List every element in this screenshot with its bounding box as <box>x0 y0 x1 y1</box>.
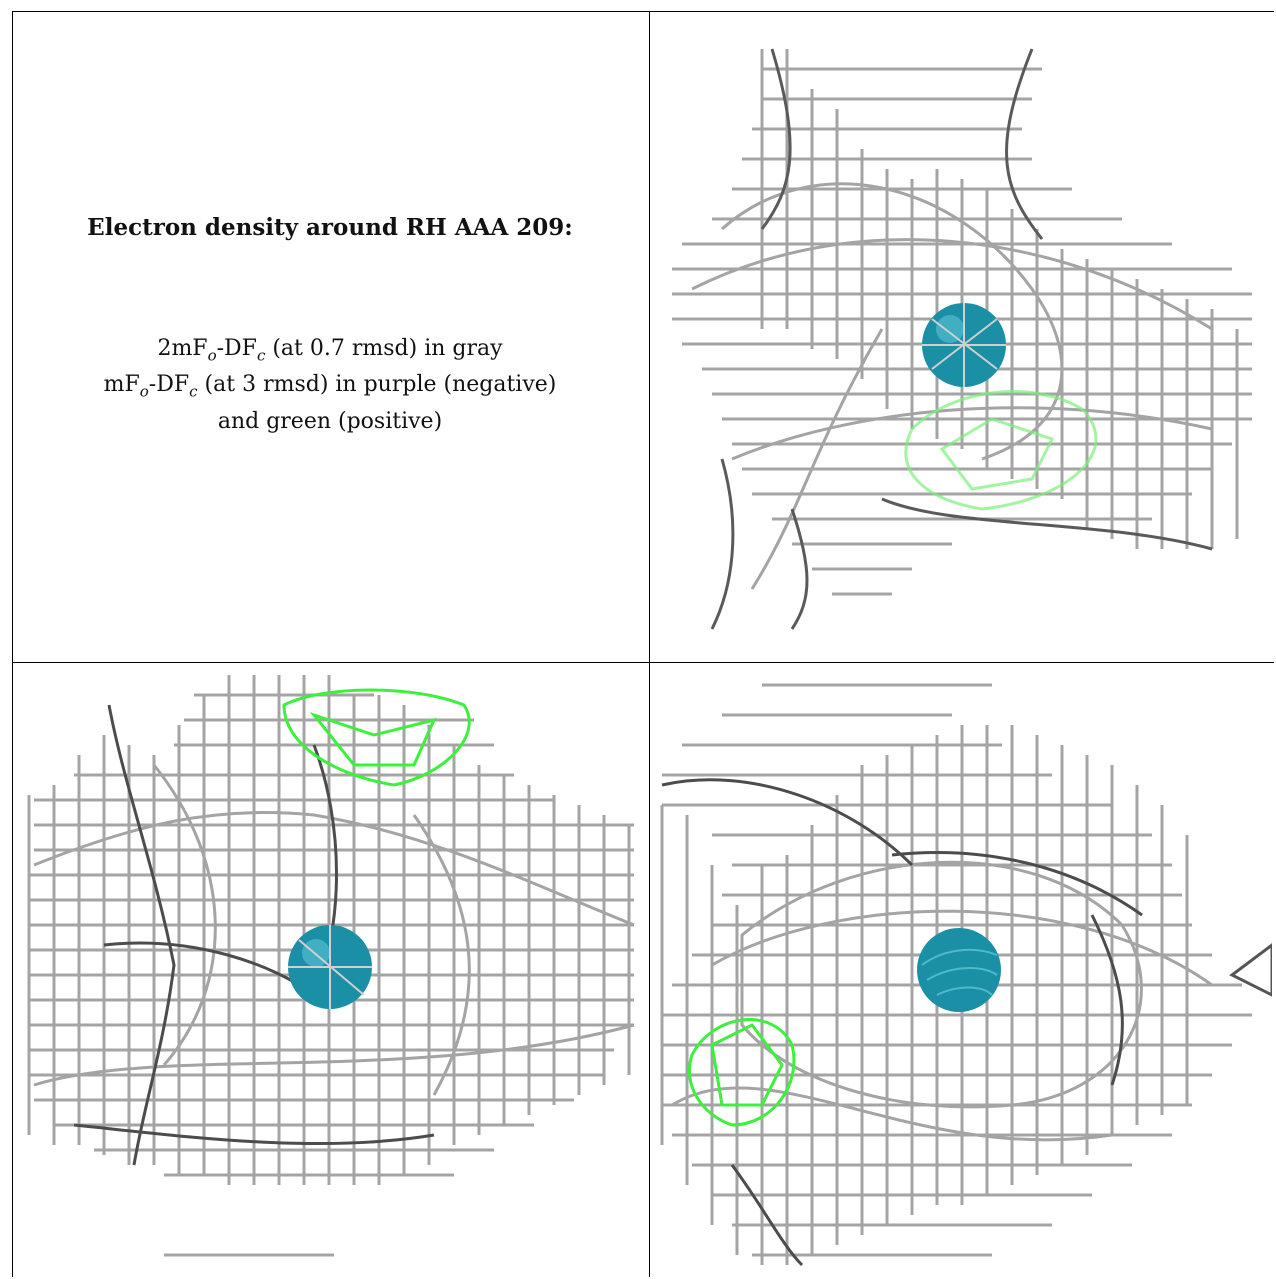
caption-line-2mfo: 2mFo-DFc (at 0.7 rmsd) in gray <box>157 336 503 365</box>
atom-highlight <box>936 315 964 343</box>
rhodium-atom-sphere <box>917 928 1001 1012</box>
caption-line-mfo: mFo-DFc (at 3 rmsd) in purple (negative) <box>103 372 557 401</box>
positive-difference-density <box>282 688 471 787</box>
caption-body: 2mFo-DFc (at 0.7 rmsd) in gray mFo-DFc (… <box>12 334 648 436</box>
view-bottom-left <box>14 665 646 1275</box>
gray-mesh-grid <box>660 683 1252 1265</box>
density-mesh-bottom-right <box>660 683 1272 1267</box>
density-mesh-bottom-left <box>27 675 635 1257</box>
caption-title: Electron density around RH AAA 209: <box>87 214 573 241</box>
table-border-left <box>12 11 13 1277</box>
mesh-over-atom <box>288 925 372 1009</box>
positive-difference-density <box>687 1018 796 1127</box>
view-bottom-right <box>652 665 1272 1275</box>
positive-difference-density <box>904 390 1098 511</box>
density-mesh-top-right <box>672 48 1252 630</box>
caption-line-colors: and green (positive) <box>217 408 443 434</box>
dark-mesh-edges <box>710 48 1213 630</box>
dark-mesh-edges <box>661 778 1143 1267</box>
table-divider-horizontal <box>12 662 1274 663</box>
mesh-over-atom <box>922 303 1006 387</box>
caption-cell: Electron density around RH AAA 209: 2mFo… <box>12 11 648 661</box>
neighbor-mesh-fragment <box>1229 943 1272 997</box>
table-divider-vertical <box>649 11 650 1277</box>
figure-table: Electron density around RH AAA 209: 2mFo… <box>12 11 1274 1277</box>
gray-mesh-grid <box>27 675 635 1257</box>
atom-highlight <box>921 948 998 996</box>
view-top-right <box>652 29 1272 645</box>
table-border-top <box>12 11 1274 12</box>
